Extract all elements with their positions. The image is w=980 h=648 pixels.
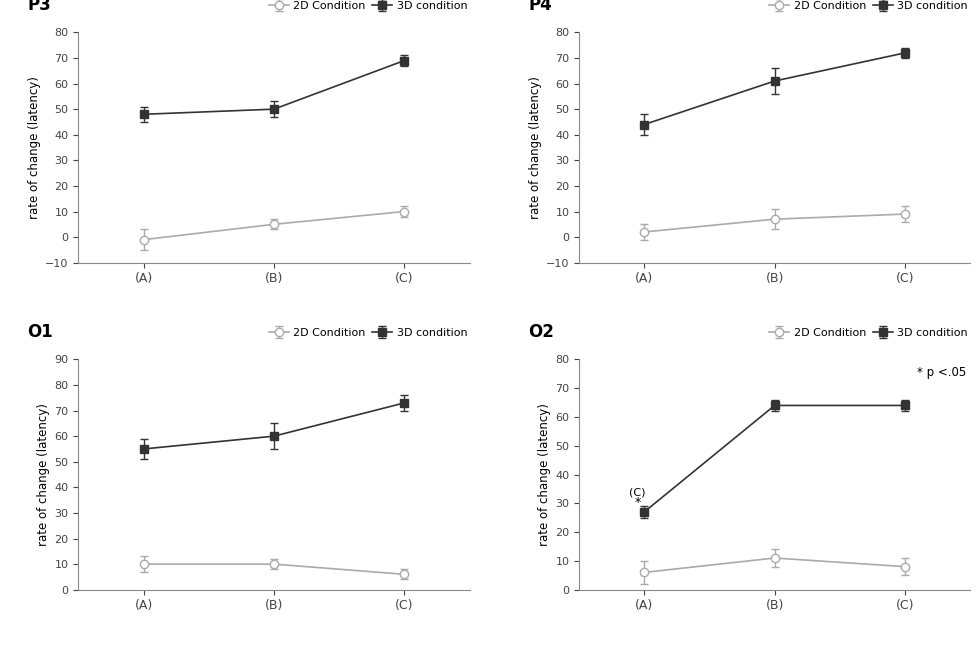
Text: P3: P3 [27, 0, 51, 14]
Y-axis label: rate of change (latency): rate of change (latency) [529, 76, 542, 219]
Text: *: * [635, 496, 641, 509]
Text: O1: O1 [27, 323, 53, 341]
Legend: 2D Condition, 3D condition: 2D Condition, 3D condition [765, 0, 972, 16]
Text: P4: P4 [528, 0, 552, 14]
Text: (C): (C) [629, 487, 646, 498]
Legend: 2D Condition, 3D condition: 2D Condition, 3D condition [265, 0, 471, 16]
Text: O2: O2 [528, 323, 554, 341]
Y-axis label: rate of change (latency): rate of change (latency) [28, 76, 41, 219]
Legend: 2D Condition, 3D condition: 2D Condition, 3D condition [265, 323, 471, 343]
Legend: 2D Condition, 3D condition: 2D Condition, 3D condition [765, 323, 972, 343]
Y-axis label: rate of change (latency): rate of change (latency) [37, 403, 50, 546]
Text: * p <.05: * p <.05 [917, 366, 966, 379]
Y-axis label: rate of change (latency): rate of change (latency) [538, 403, 551, 546]
